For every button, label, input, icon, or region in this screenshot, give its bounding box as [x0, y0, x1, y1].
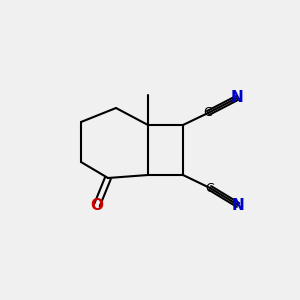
Text: N: N [231, 91, 243, 106]
Text: O: O [91, 197, 103, 212]
Text: C: C [206, 182, 214, 194]
Text: N: N [232, 197, 244, 212]
Text: C: C [204, 106, 212, 119]
